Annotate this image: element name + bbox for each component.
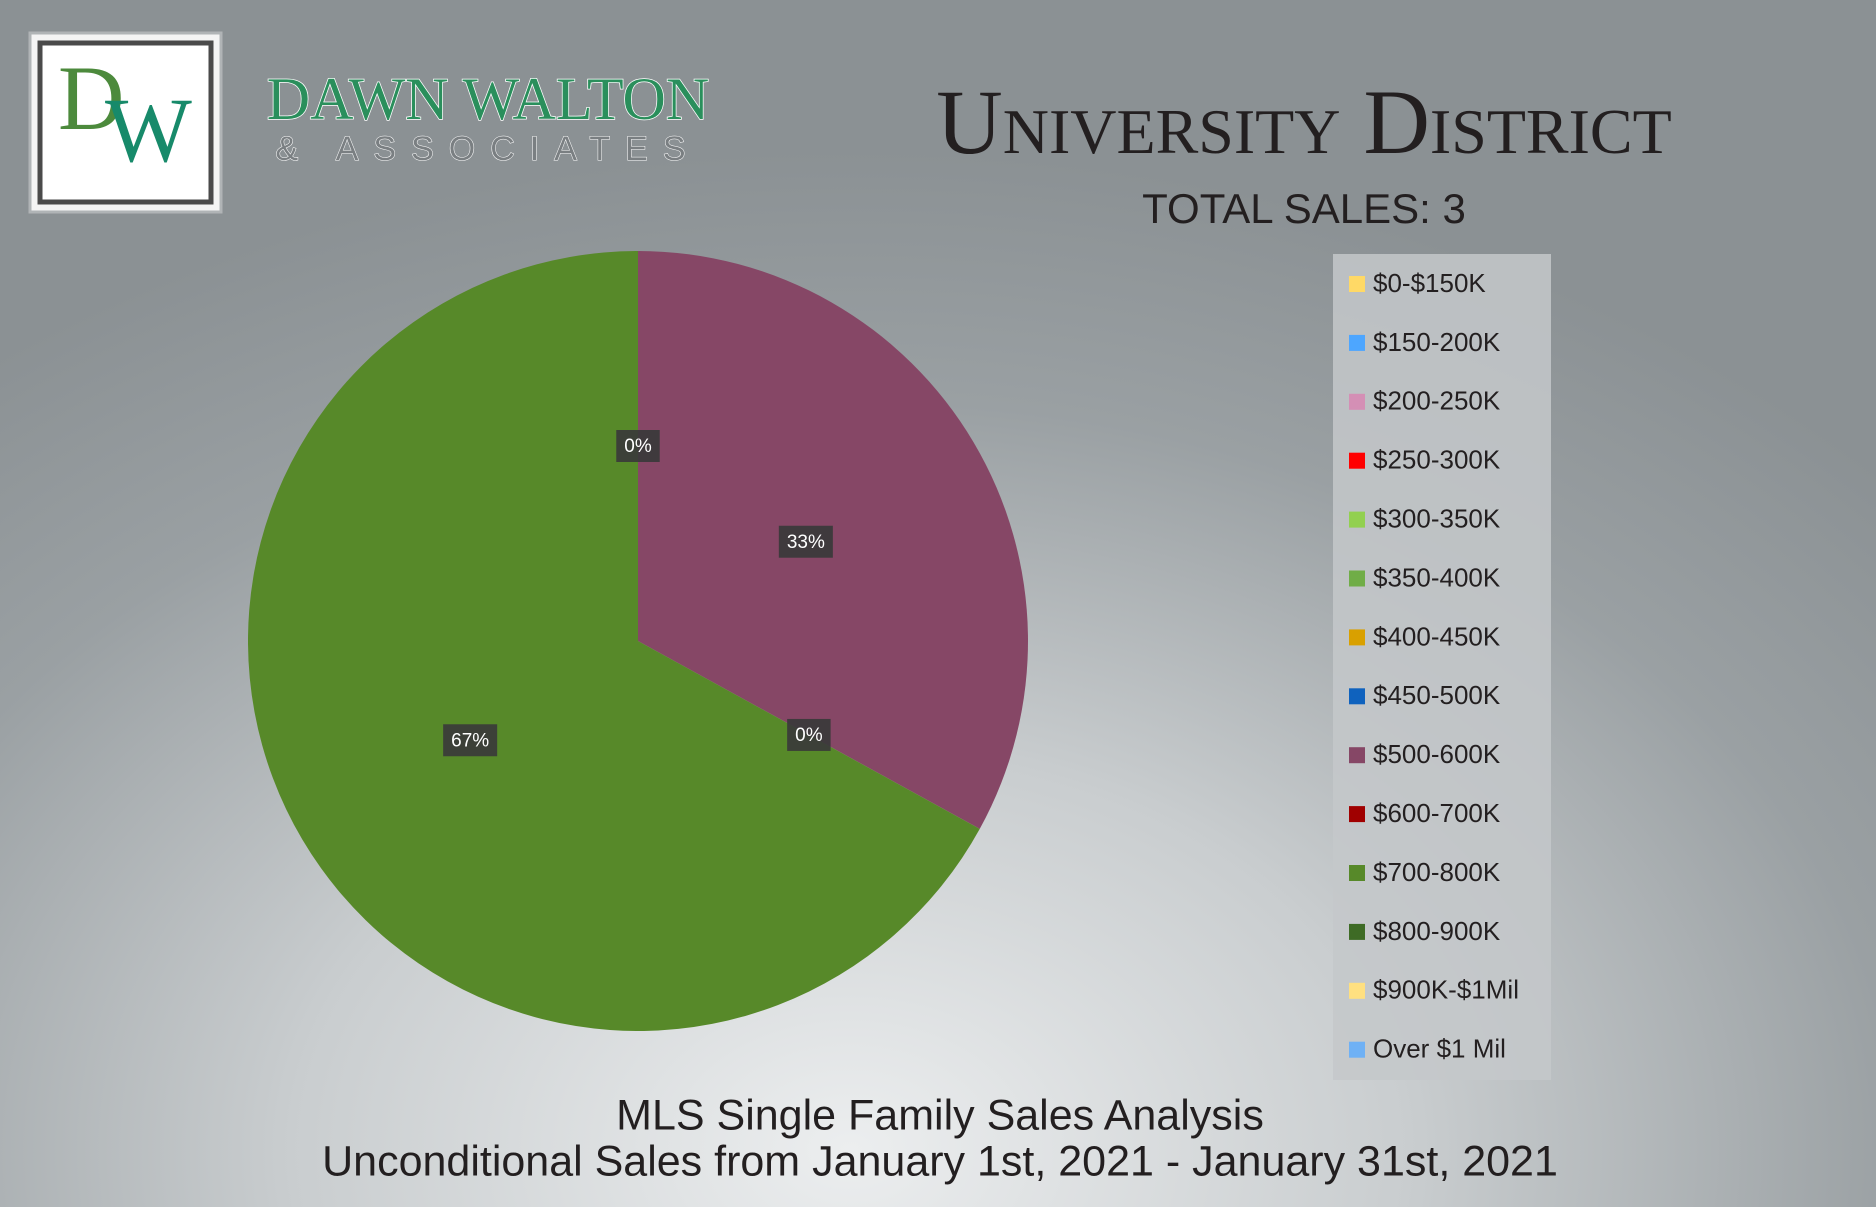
legend-swatch xyxy=(1349,982,1365,999)
data-label-bg xyxy=(616,430,660,462)
legend-label: $700-800K xyxy=(1373,857,1501,887)
legend-swatch xyxy=(1349,923,1365,940)
chart-subtitle: TOTAL SALES: 3 xyxy=(1142,185,1466,232)
legend-swatch xyxy=(1349,865,1365,881)
logo-letter: W xyxy=(105,79,192,181)
legend-label: $350-400K xyxy=(1373,562,1501,592)
logo-letter: D xyxy=(58,47,124,149)
footnote: MLS Single Family Sales Analysis xyxy=(616,1091,1264,1139)
legend-swatch xyxy=(1349,570,1365,587)
legend-swatch xyxy=(1349,806,1365,823)
legend-swatch xyxy=(1349,334,1365,351)
legend-label: $300-350K xyxy=(1373,503,1501,533)
data-label-bg xyxy=(778,525,833,558)
legend-label: $150-200K xyxy=(1373,327,1501,357)
legend-swatch xyxy=(1349,629,1365,646)
logo-box xyxy=(37,40,214,205)
legend-swatch xyxy=(1349,688,1365,705)
data-label-bg xyxy=(443,724,498,757)
legend-label: Over $1 Mil xyxy=(1373,1034,1506,1064)
legend-label: $250-300K xyxy=(1373,445,1501,475)
data-label-bg xyxy=(787,718,831,751)
logo-tagline: & ASSOCIATES xyxy=(275,130,700,168)
legend-label: $500-600K xyxy=(1373,739,1501,769)
legend-swatch xyxy=(1349,452,1365,469)
chart-title: University District xyxy=(936,71,1671,173)
legend-swatch xyxy=(1349,747,1365,764)
data-label: 33% xyxy=(787,532,825,553)
legend-swatch xyxy=(1349,276,1365,292)
pie-slice xyxy=(248,251,980,1031)
legend-label: $800-900K xyxy=(1373,916,1501,946)
pie-slice xyxy=(638,251,1028,829)
data-label: 0% xyxy=(795,725,823,746)
legend-label: $450-500K xyxy=(1373,680,1501,710)
legend-label: $900K-$1Mil xyxy=(1373,975,1519,1005)
legend-box xyxy=(1333,254,1551,1080)
legend-swatch xyxy=(1349,393,1365,410)
legend-label: $600-700K xyxy=(1373,798,1501,828)
legend-label: $0-$150K xyxy=(1373,268,1486,298)
data-label: 0% xyxy=(624,436,652,457)
legend-label: $400-450K xyxy=(1373,621,1501,651)
footnote: Unconditional Sales from January 1st, 20… xyxy=(322,1137,1558,1185)
data-label: 67% xyxy=(451,730,489,751)
legend-swatch xyxy=(1349,511,1365,528)
legend-label: $200-250K xyxy=(1373,386,1501,416)
legend-swatch xyxy=(1349,1041,1365,1058)
logo-name: DAWN WALTON xyxy=(267,66,709,132)
